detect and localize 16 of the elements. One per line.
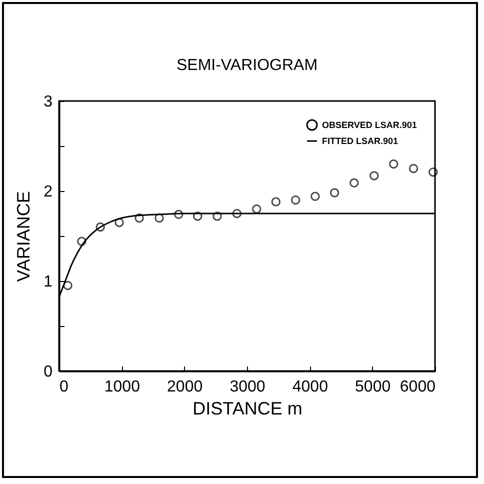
chart-title: SEMI-VARIOGRAM	[176, 57, 318, 74]
x-tick-label: 3000	[230, 378, 266, 396]
y-tick-label: 1	[44, 274, 53, 290]
y-tick-label: 2	[44, 184, 53, 200]
x-tick-label: 5000	[355, 378, 391, 396]
x-axis-title: DISTANCE m	[192, 398, 302, 418]
y-tick-label: 3	[44, 94, 53, 110]
x-tick-label: 2000	[167, 378, 203, 396]
x-tick-label: 6000	[400, 378, 436, 396]
legend-label: FITTED LSAR.901	[322, 136, 398, 146]
y-tick-label: 0	[44, 364, 53, 380]
x-tick-label: 4000	[292, 378, 328, 396]
x-tick-label: 0	[60, 378, 68, 396]
y-axis-title: VARIANCE	[14, 191, 34, 282]
legend-label: OBSERVED LSAR.901	[322, 120, 417, 130]
x-tick-label: 1000	[104, 378, 140, 396]
